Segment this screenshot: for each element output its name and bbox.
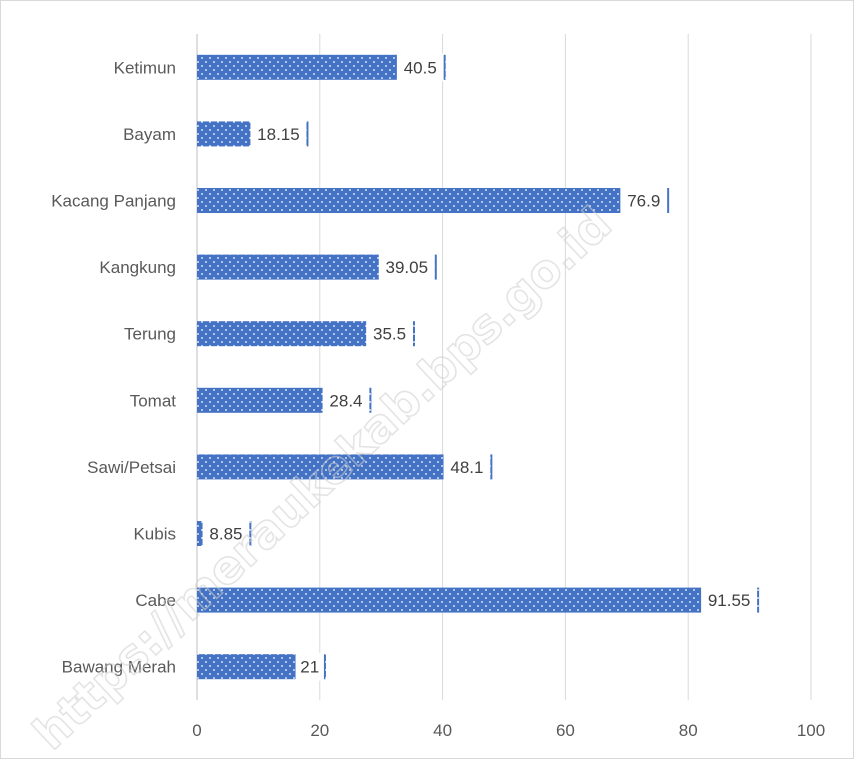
data-label: 40.5: [404, 58, 437, 77]
category-label: Terung: [124, 325, 176, 344]
x-axis-ticks: 0 20 40 60 80 100: [192, 721, 825, 740]
x-tick-label: 20: [310, 721, 329, 740]
category-label: Sawi/Petsai: [87, 458, 176, 477]
category-label: Ketimun: [114, 58, 176, 77]
category-label: Cabe: [135, 591, 176, 610]
x-tick-label: 0: [192, 721, 201, 740]
category-label: Kacang Panjang: [51, 192, 176, 211]
bar: [197, 188, 670, 213]
data-label: 18.15: [257, 125, 300, 144]
x-tick-label: 40: [433, 721, 452, 740]
data-label-background: [396, 53, 444, 82]
data-label: 48.1: [450, 458, 483, 477]
category-label: Bayam: [123, 125, 176, 144]
data-label: 28.4: [329, 391, 362, 410]
data-label-background: [701, 586, 758, 615]
x-tick-label: 60: [556, 721, 575, 740]
data-label-background: [202, 519, 250, 548]
data-labels: 40.5 18.15 76.9 39.05 35.5 28.4 48.1 8.85 91.55 2…: [202, 53, 758, 681]
bar: [197, 587, 760, 613]
data-label: 8.85: [209, 525, 242, 544]
data-label-background: [378, 253, 435, 282]
data-label-background: [443, 452, 491, 481]
category-label: Tomat: [130, 391, 177, 410]
x-tick-label: 80: [679, 721, 698, 740]
bar: [197, 454, 493, 480]
category-label: Kubis: [133, 525, 176, 544]
data-label-background: [620, 186, 668, 215]
data-label-background: [366, 319, 413, 348]
data-label: 35.5: [373, 325, 406, 344]
data-label-background: [295, 652, 324, 681]
data-label: 39.05: [385, 258, 428, 277]
data-label: 21: [300, 658, 319, 677]
category-label: Bawang Merah: [62, 658, 176, 677]
x-tick-label: 100: [797, 721, 825, 740]
data-label: 76.9: [627, 192, 660, 211]
data-label: 91.55: [708, 591, 751, 610]
category-label: Kangkung: [99, 258, 176, 277]
data-label-background: [322, 386, 370, 415]
category-labels: Ketimun Bayam Kacang Panjang Kangkung Terung…: [51, 58, 176, 676]
bars: [197, 54, 760, 680]
data-label-background: [250, 119, 307, 148]
